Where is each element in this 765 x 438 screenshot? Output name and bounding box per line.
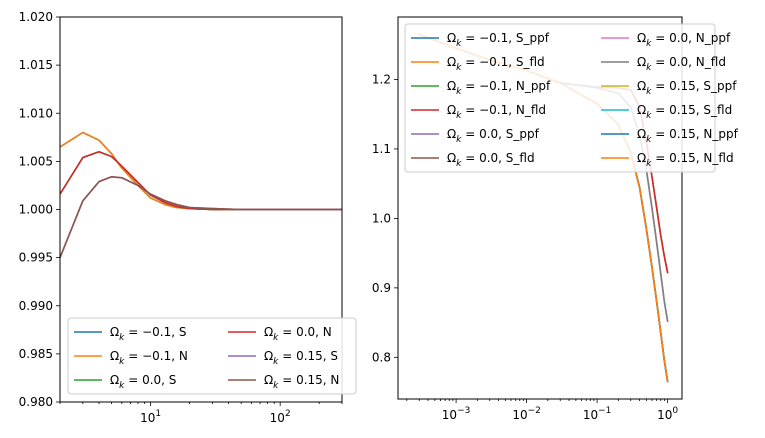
legend-box: [67, 317, 357, 395]
x-tick-label: 100: [657, 406, 678, 422]
x-tick-label: 101: [140, 409, 161, 425]
y-tick-label: 1.1: [372, 142, 391, 156]
legend-label: Ωk = −0.1, S_ppf: [447, 31, 550, 49]
left-ticks: 0.980 0.985 0.990 0.995 1.000 1.005 1.010 1.015…: [19, 10, 343, 425]
legend-label: Ωk = −0.1, N_ppf: [447, 79, 551, 97]
left-chart: 0.980 0.985 0.990 0.995 1.000 1.005 1.010 1.015…: [19, 10, 357, 425]
right-chart: 0.8 0.9 1.0 1.1 1.2 10−3 10−2 10−1 100 Ωk = −0.1…: [372, 16, 739, 422]
y-tick-label: 0.8: [372, 350, 391, 364]
y-tick-label: 1.010: [19, 106, 53, 120]
series-line-6: [60, 175, 342, 259]
left-legend: Ωk = −0.1, S Ωk = −0.1, N Ωk = 0.0, S Ωk = …: [67, 317, 357, 395]
legend-label: Ωk = 0.15, N_ppf: [637, 127, 739, 145]
series-line-5: [60, 175, 342, 259]
y-tick-label: 1.0: [372, 211, 391, 225]
right-ticks: 0.8 0.9 1.0 1.1 1.2 10−3 10−2 10−1 100: [372, 73, 678, 422]
y-tick-label: 0.995: [19, 251, 53, 265]
legend-label: Ωk = −0.1, S: [110, 325, 186, 343]
y-tick-label: 1.015: [19, 58, 53, 72]
right-legend: Ωk = −0.1, S_ppf Ωk = −0.1, S_fld Ωk = −0.…: [404, 23, 739, 173]
legend-label: Ωk = 0.0, S_fld: [447, 151, 535, 169]
x-tick-label: 10−3: [442, 406, 471, 422]
legend-label: Ωk = 0.0, N_ppf: [637, 31, 731, 49]
x-tick-label: 102: [270, 409, 291, 425]
y-tick-label: 0.980: [19, 395, 53, 409]
legend-label: Ωk = 0.15, N_fld: [637, 151, 734, 169]
y-tick-label: 0.990: [19, 299, 53, 313]
legend-label: Ωk = 0.0, N_fld: [637, 55, 726, 73]
legend-label: Ωk = −0.1, S_fld: [447, 55, 545, 73]
legend-label: Ωk = 0.15, S_fld: [637, 103, 732, 121]
y-tick-label: 1.000: [19, 203, 53, 217]
left-series-lines: [60, 131, 342, 259]
x-tick-label: 10−1: [583, 406, 612, 422]
legend-label: Ωk = 0.15, N: [264, 373, 339, 391]
legend-label: Ωk = 0.15, S: [264, 349, 338, 367]
y-tick-label: 0.9: [372, 281, 391, 295]
legend-box: [404, 23, 716, 173]
series-line-2: [60, 131, 342, 211]
y-tick-label: 0.985: [19, 347, 53, 361]
legend-label: Ωk = −0.1, N: [110, 349, 188, 367]
legend-label: Ωk = −0.1, N_fld: [447, 103, 546, 121]
legend-label: Ωk = 0.0, S: [110, 373, 176, 391]
legend-label: Ωk = 0.0, N: [264, 325, 332, 343]
legend-label: Ωk = 0.0, S_ppf: [447, 127, 540, 145]
x-tick-label: 10−2: [512, 406, 541, 422]
y-tick-label: 1.005: [19, 154, 53, 168]
legend-label: Ωk = 0.15, S_ppf: [637, 79, 737, 97]
right-axes-frame: [397, 16, 683, 400]
y-tick-label: 1.2: [372, 73, 391, 87]
y-tick-label: 1.020: [19, 10, 53, 24]
